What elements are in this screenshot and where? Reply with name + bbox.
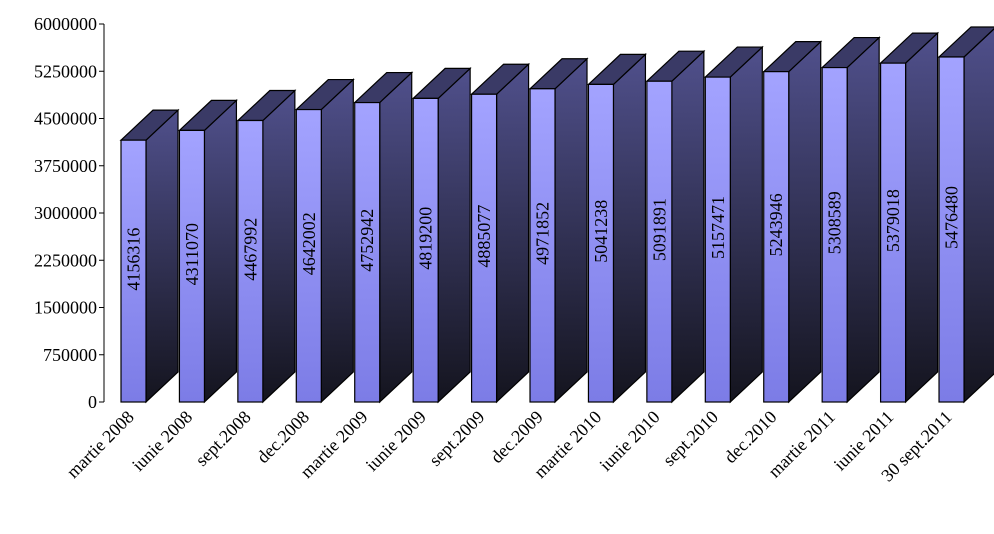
bar-front-face <box>470 93 498 403</box>
bar: 4971852 <box>528 57 589 404</box>
y-tick-label: 3750000 <box>34 156 97 176</box>
bar-front-face <box>178 129 206 403</box>
bar-data-label: 4752942 <box>357 209 377 272</box>
bar-data-label: 5041238 <box>591 200 611 263</box>
y-tick-label: 2250000 <box>34 250 97 270</box>
y-tick-label: 6000000 <box>34 14 97 34</box>
bar: 5308589 <box>820 36 881 404</box>
y-axis: 0 750000 1500000 2250000 3000000 3750000 45000… <box>34 14 105 412</box>
bar: 5243946 <box>762 40 823 404</box>
bar: 5157471 <box>703 45 764 404</box>
bar: 5041238 <box>586 53 647 404</box>
bar-data-label: 4467992 <box>240 218 260 281</box>
bar-data-label: 5091891 <box>649 198 669 261</box>
bar-side-face <box>963 28 994 404</box>
bar-data-label: 4819200 <box>416 207 436 270</box>
x-tick-label: iunie 2009 <box>362 407 430 475</box>
bar-front-face <box>295 108 322 403</box>
bar-front-face <box>763 71 790 403</box>
bar: 4819200 <box>411 67 472 404</box>
bars: 4156316 4311070 4467992 4642002 4752942 48192… <box>119 26 994 404</box>
x-tick-label: iunie 2010 <box>595 407 663 475</box>
bar-side-face <box>262 89 296 404</box>
bar-data-label: 4971852 <box>533 202 553 265</box>
bar-side-face <box>554 57 588 404</box>
bar-data-label: 4311070 <box>182 223 202 285</box>
bar-front-face <box>704 76 731 403</box>
bar-front-face <box>879 62 907 403</box>
bar: 4156316 <box>119 108 180 404</box>
bar-front-face <box>237 119 264 403</box>
bar-data-label: 4156316 <box>124 228 144 291</box>
x-tick-label: dec.2010 <box>720 407 780 467</box>
bar-front-face <box>354 101 381 403</box>
bar-front-face <box>938 56 965 403</box>
bar: 4311070 <box>177 99 238 404</box>
x-tick-label: sept.2009 <box>425 407 488 470</box>
bar-side-face <box>788 40 822 404</box>
bar-side-face <box>379 71 413 404</box>
bar-data-label: 5476480 <box>942 186 962 249</box>
bar-side-face <box>671 49 705 404</box>
bar-side-face <box>904 31 939 404</box>
x-tick-label: dec.2008 <box>253 407 313 467</box>
bar: 4885077 <box>470 62 531 404</box>
bar: 5476480 <box>937 26 994 404</box>
bar: 4467992 <box>236 89 297 404</box>
bar-data-label: 4642002 <box>299 212 319 275</box>
y-tick-label: 5250000 <box>34 61 97 81</box>
bar: 4642002 <box>294 78 355 404</box>
bar-side-face <box>203 99 238 404</box>
x-tick-label: iunie 2008 <box>128 407 196 475</box>
bar-side-face <box>612 53 647 404</box>
bar-front-face <box>529 88 556 403</box>
x-tick-label: sept.2008 <box>191 407 254 470</box>
bar: 4752942 <box>353 71 414 404</box>
bar-data-label: 5157471 <box>708 196 728 259</box>
bar-side-face <box>145 108 179 404</box>
y-tick-label: 1500000 <box>34 298 97 318</box>
y-tick-label: 4500000 <box>34 109 97 129</box>
bar-side-face <box>437 67 471 404</box>
bar-side-face <box>729 45 763 404</box>
bar-data-label: 5243946 <box>766 193 786 256</box>
bar-data-label: 5308589 <box>825 191 845 254</box>
bar-front-face <box>821 66 848 403</box>
bar-front-face <box>120 139 147 403</box>
bar-front-face <box>646 80 673 403</box>
bar: 5379018 <box>879 31 940 404</box>
y-tick-label: 3000000 <box>34 203 97 223</box>
bar: 5091891 <box>645 49 706 404</box>
x-tick-label: martie 2008 <box>63 407 138 482</box>
bar-data-label: 4885077 <box>474 205 494 268</box>
y-tick-label: 0 <box>88 392 97 412</box>
bar-data-label: 5379018 <box>883 189 903 252</box>
bar-side-face <box>846 36 880 404</box>
bar-side-face <box>320 78 354 404</box>
y-tick-label: 750000 <box>43 345 97 365</box>
bar-side-face <box>495 62 530 404</box>
x-tick-label: dec.2009 <box>486 407 546 467</box>
x-tick-label: sept.2010 <box>659 407 722 470</box>
bar-front-face <box>412 97 439 403</box>
bar-front-face <box>587 83 615 403</box>
